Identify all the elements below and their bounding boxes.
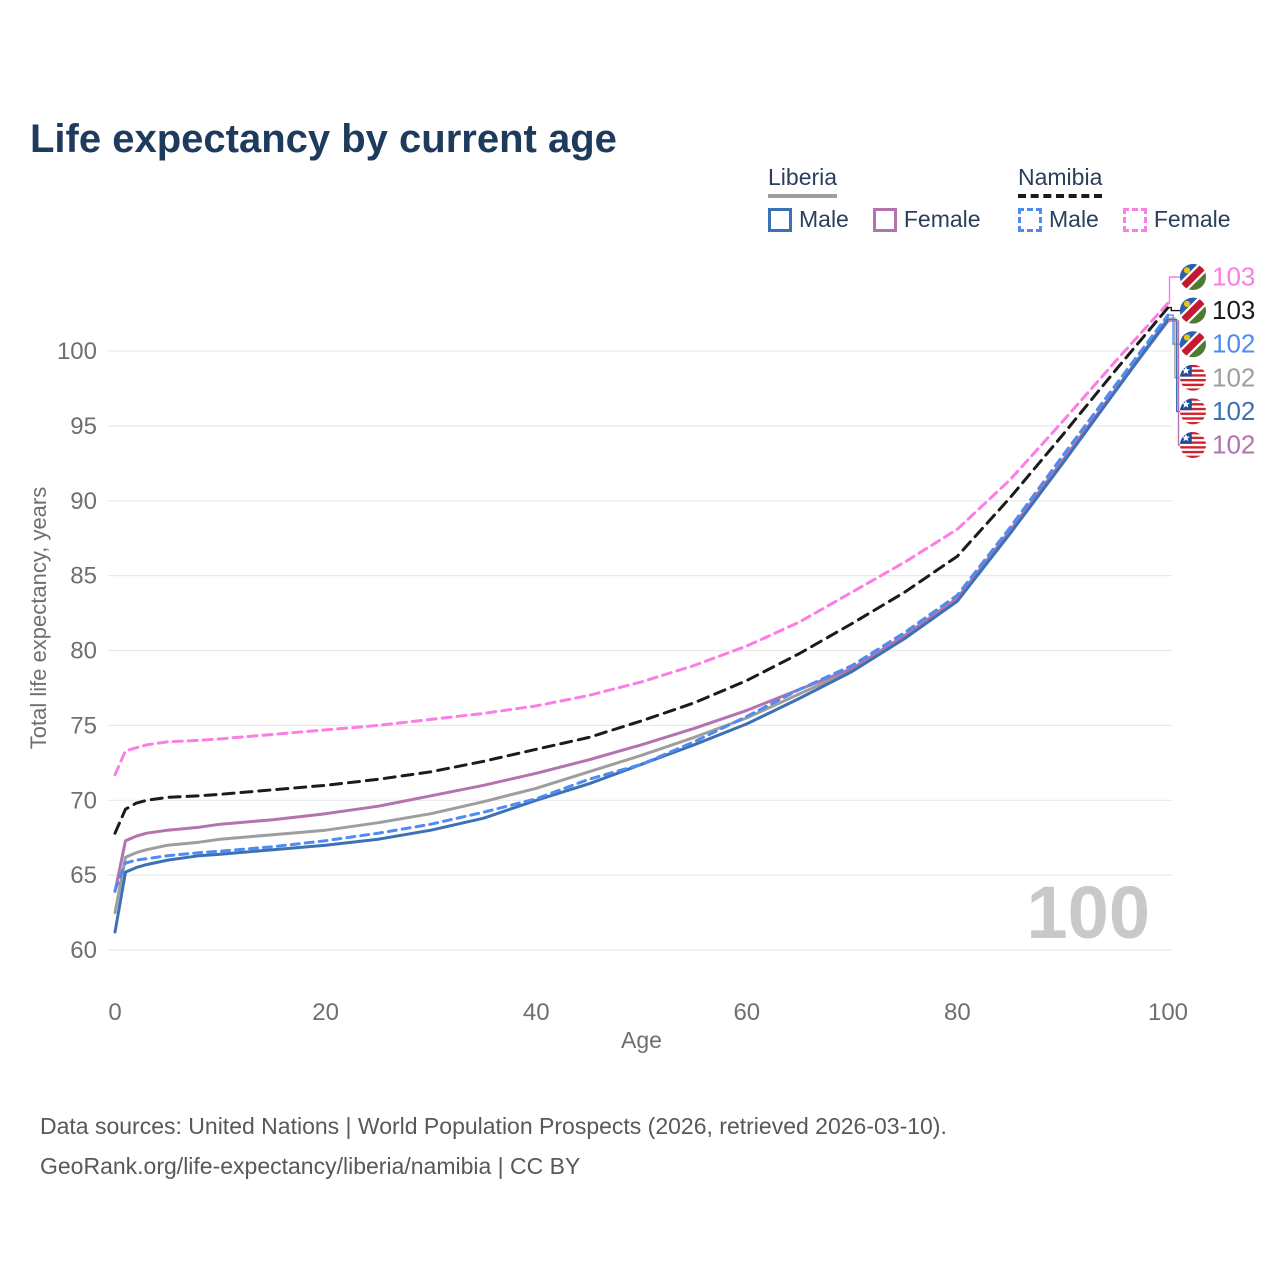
- legend-item-liberia-female: Female: [872, 206, 981, 233]
- age-watermark: 100: [1027, 871, 1150, 954]
- leader-line-namibia-total: [1168, 306, 1180, 312]
- series-line-liberia-female: [113, 319, 1170, 894]
- x-tick-label: 40: [523, 999, 550, 1026]
- x-tick-label: 20: [312, 999, 339, 1026]
- legend-item-namibia-male: Male: [1018, 206, 1099, 233]
- namibia-flag-icon: [1178, 329, 1208, 359]
- liberia-flag-icon: [1180, 398, 1206, 424]
- legend-item-label: Female: [1153, 206, 1231, 232]
- legend-item-liberia-male: Male: [768, 206, 849, 233]
- legend-group-title-liberia: Liberia: [768, 164, 838, 198]
- chart-root: 60 65 70 75 80 85 90 95 100 0 20 40 60 80 100 Age Total …: [26, 262, 1255, 1053]
- y-tick-label: 90: [70, 488, 97, 515]
- y-tick-label: 75: [70, 712, 97, 739]
- y-tick-label: 65: [70, 862, 97, 889]
- series-line-namibia-male: [113, 313, 1170, 892]
- y-tick-label: 85: [70, 563, 97, 590]
- y-tick-label: 95: [70, 413, 97, 440]
- series-line-namibia-total: [113, 306, 1170, 835]
- end-value-label-liberia-total: 102: [1212, 362, 1255, 392]
- namibia-female-swatch-icon: [1122, 207, 1147, 232]
- series-line-liberia-male: [113, 318, 1170, 934]
- legend-item-label: Female: [903, 206, 981, 232]
- x-tick-label: 80: [944, 999, 971, 1026]
- leader-line-liberia-total: [1168, 317, 1180, 379]
- liberia-flag-icon: [1180, 432, 1206, 458]
- liberia-male-swatch-icon: [768, 207, 792, 232]
- page-title: Life expectancy by current age: [30, 116, 617, 161]
- legend-item-namibia-female: Female: [1122, 206, 1231, 233]
- attribution-text: GeoRank.org/life-expectancy/liberia/nami…: [40, 1153, 581, 1179]
- namibia-flag-icon: [1178, 296, 1208, 326]
- legend-group-namibia: Namibia Male Female: [1018, 164, 1255, 233]
- end-value-label-liberia-male: 102: [1212, 396, 1255, 426]
- footer: Data sources: United Nations | World Pop…: [40, 1106, 947, 1186]
- x-tick-label: 100: [1148, 999, 1188, 1026]
- end-value-label-namibia-female: 103: [1212, 262, 1255, 292]
- data-sources-text: Data sources: United Nations | World Pop…: [40, 1113, 947, 1139]
- series-line-liberia-total: [113, 316, 1170, 915]
- legend-group-liberia: Liberia Male Female: [768, 164, 1005, 233]
- x-tick-label: 0: [108, 999, 121, 1026]
- liberia-female-swatch-icon: [872, 207, 897, 232]
- end-value-label-liberia-female: 102: [1212, 430, 1255, 460]
- legend-group-title-namibia: Namibia: [1018, 164, 1103, 198]
- x-tick-label: 60: [733, 999, 760, 1026]
- y-tick-label: 60: [70, 937, 97, 964]
- liberia-flag-icon: [1180, 365, 1206, 391]
- legend-item-label: Male: [799, 206, 849, 232]
- namibia-flag-icon: [1178, 262, 1208, 292]
- x-axis-title: Age: [621, 1027, 662, 1053]
- legend-item-label: Male: [1049, 206, 1099, 232]
- leader-line-liberia-female: [1168, 320, 1180, 446]
- series-line-namibia-female: [113, 301, 1170, 777]
- y-tick-label: 100: [57, 338, 97, 365]
- leader-line-namibia-female: [1168, 276, 1180, 304]
- end-value-label-namibia-male: 102: [1212, 329, 1255, 359]
- namibia-male-swatch-icon: [1018, 207, 1042, 232]
- y-axis-title: Total life expectancy, years: [26, 487, 51, 750]
- end-value-label-namibia-total: 103: [1212, 295, 1255, 325]
- y-tick-label: 80: [70, 638, 97, 665]
- y-tick-label: 70: [70, 787, 97, 814]
